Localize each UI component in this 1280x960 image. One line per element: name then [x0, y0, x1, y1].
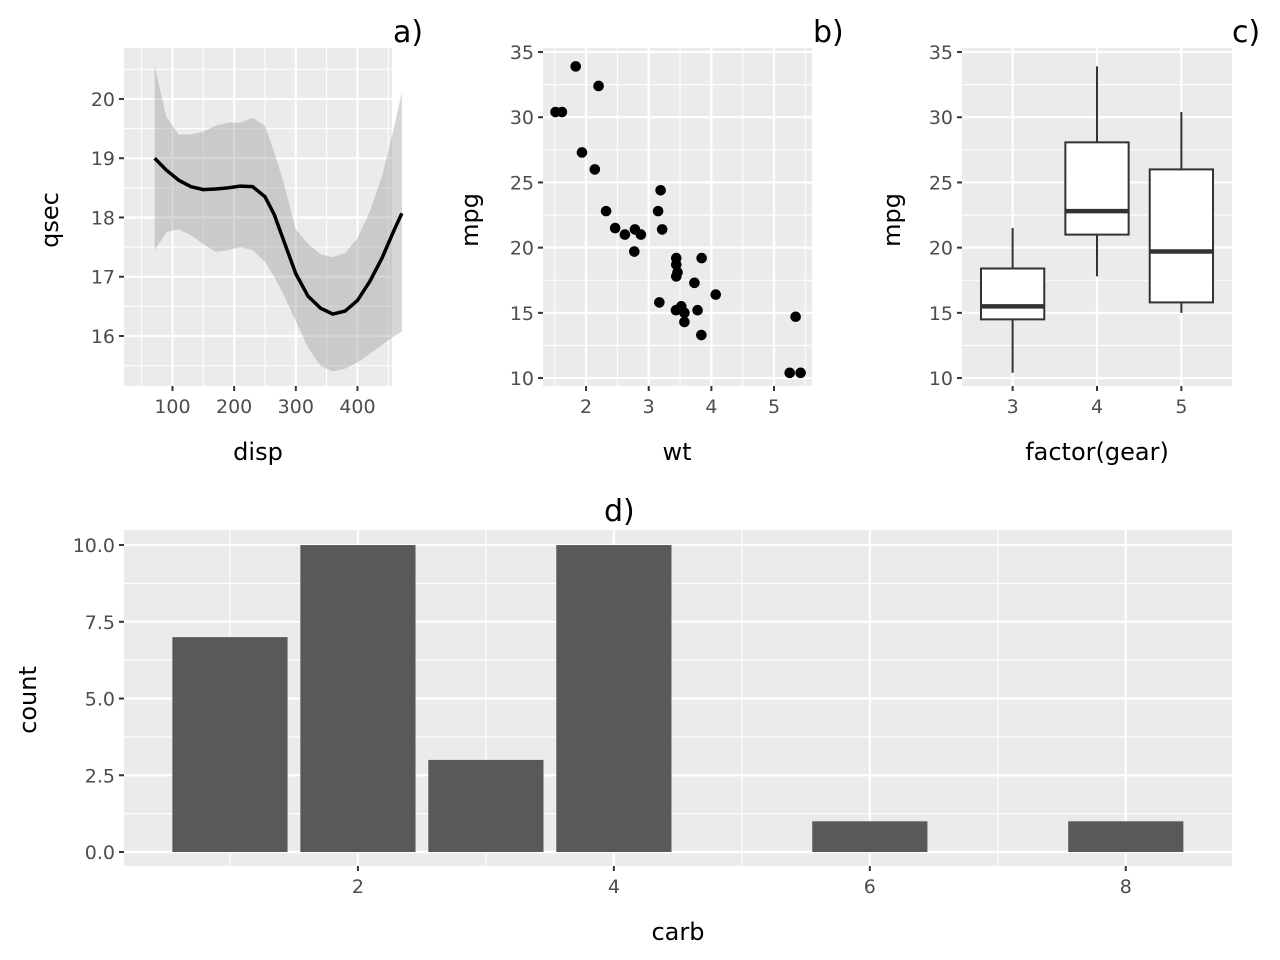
box-iqr	[979, 267, 1046, 321]
x-tick-label: 2	[352, 876, 364, 898]
x-tick-label: 2	[580, 396, 592, 418]
panel-d-tag: d)	[604, 494, 635, 529]
panel-a: 100 200 300 400 16 17 18 19 20 a) disp qsec	[36, 15, 423, 466]
x-tick-label: 300	[278, 396, 314, 418]
y-tick-label: 25	[929, 172, 953, 194]
y-tick-label: 20	[91, 89, 115, 111]
x-tick-label: 400	[339, 396, 375, 418]
x-tick-label: 200	[216, 396, 252, 418]
scatter-point	[696, 252, 707, 264]
y-tick-label: 5.0	[85, 689, 115, 711]
panel-c-xlabel: factor(gear)	[1025, 438, 1169, 466]
y-tick-label: 20	[510, 238, 534, 260]
scatter-point	[550, 106, 561, 118]
y-tick-label: 35	[929, 42, 953, 64]
x-tick-label: 4	[1091, 396, 1103, 418]
panel-d: 2 4 6 8 0.0 2.5 5.0 7.5 10.0 d) carb count	[14, 494, 1232, 946]
scatter-point	[628, 246, 640, 257]
boxplot-4	[1064, 66, 1130, 277]
x-tick-label: 4	[705, 396, 717, 418]
scatter-point	[619, 229, 631, 240]
y-tick-label: 16	[91, 326, 115, 348]
bar-carb-3	[428, 759, 544, 853]
bar-carb-8	[1068, 821, 1184, 853]
x-tick-label: 8	[1120, 876, 1132, 898]
confidence-ribbon	[154, 65, 402, 372]
x-tick-label: 100	[154, 396, 190, 418]
scatter-point	[600, 205, 612, 217]
scatter-point	[679, 307, 690, 319]
y-tick-label: 30	[510, 107, 534, 129]
scatter-point	[689, 277, 700, 289]
x-tick-label: 4	[608, 876, 620, 898]
scatter-point	[790, 311, 801, 323]
scatter-point	[589, 164, 601, 175]
smooth-line	[153, 156, 404, 316]
panel-a-ylabel: qsec	[36, 192, 64, 248]
scatter-point	[784, 367, 795, 379]
x-tick-label: 5	[768, 396, 780, 418]
panel-c-ylabel: mpg	[878, 193, 906, 247]
y-tick-label: 19	[91, 148, 115, 170]
y-tick-label: 7.5	[85, 612, 115, 634]
y-tick-label: 35	[510, 42, 534, 64]
scatter-point	[655, 184, 666, 196]
panel-b-tag: b)	[813, 15, 844, 50]
bar-carb-4	[556, 545, 672, 853]
y-tick-label: 10.0	[73, 535, 115, 557]
scatter-point	[670, 252, 682, 264]
y-tick-label: 17	[91, 267, 115, 289]
scatter-point	[679, 316, 690, 328]
y-tick-label: 15	[929, 303, 953, 325]
panel-a-tag: a)	[393, 15, 423, 50]
y-tick-label: 18	[91, 207, 115, 229]
panel-b: 2 3 4 5 10 15 20 25 30 35 b) wt mpg	[456, 15, 844, 466]
panel-c-tag: c)	[1232, 15, 1260, 50]
panel-b-xlabel: wt	[662, 438, 691, 466]
x-tick-label: 3	[643, 396, 655, 418]
bar-carb-6	[812, 821, 928, 853]
y-tick-label: 15	[510, 303, 534, 325]
y-tick-label: 25	[510, 172, 534, 194]
x-tick-label: 3	[1007, 396, 1019, 418]
y-tick-label: 10	[929, 368, 953, 390]
y-tick-label: 10	[510, 368, 534, 390]
bar-carb-2	[300, 545, 416, 853]
y-tick-label: 30	[929, 107, 953, 129]
scatter-point	[576, 147, 588, 158]
scatter-point	[692, 304, 703, 316]
scatter-point	[654, 297, 665, 308]
boxplot-3	[979, 228, 1046, 373]
y-tick-label: 2.5	[85, 765, 115, 787]
x-tick-label: 6	[864, 876, 876, 898]
scatter-point	[656, 224, 668, 235]
x-tick-label: 5	[1175, 396, 1187, 418]
box-iqr	[1064, 141, 1130, 236]
scatter-point	[652, 205, 664, 217]
scatter-point	[609, 222, 621, 234]
scatter-point	[795, 367, 806, 379]
panel-d-xlabel: carb	[651, 918, 704, 946]
scatter-point	[570, 61, 582, 72]
panel-b-background	[543, 48, 812, 386]
scatter-point	[593, 80, 604, 92]
scatter-point	[670, 271, 682, 282]
scatter-point	[696, 329, 707, 341]
panel-a-xlabel: disp	[233, 438, 283, 466]
boxplot-5	[1148, 112, 1215, 313]
scatter-point	[629, 224, 641, 235]
panel-c: 3 4 5 10 15 20 25 30 35 c) factor(gear) mpg	[878, 15, 1260, 466]
y-tick-label: 0.0	[85, 842, 115, 864]
scatter-point	[710, 289, 722, 300]
panel-b-ylabel: mpg	[456, 193, 484, 247]
bar-carb-1	[172, 637, 288, 853]
box-iqr	[1148, 168, 1215, 304]
panel-d-ylabel: count	[14, 666, 42, 734]
scatter-point	[670, 304, 682, 316]
y-tick-label: 20	[929, 238, 953, 260]
